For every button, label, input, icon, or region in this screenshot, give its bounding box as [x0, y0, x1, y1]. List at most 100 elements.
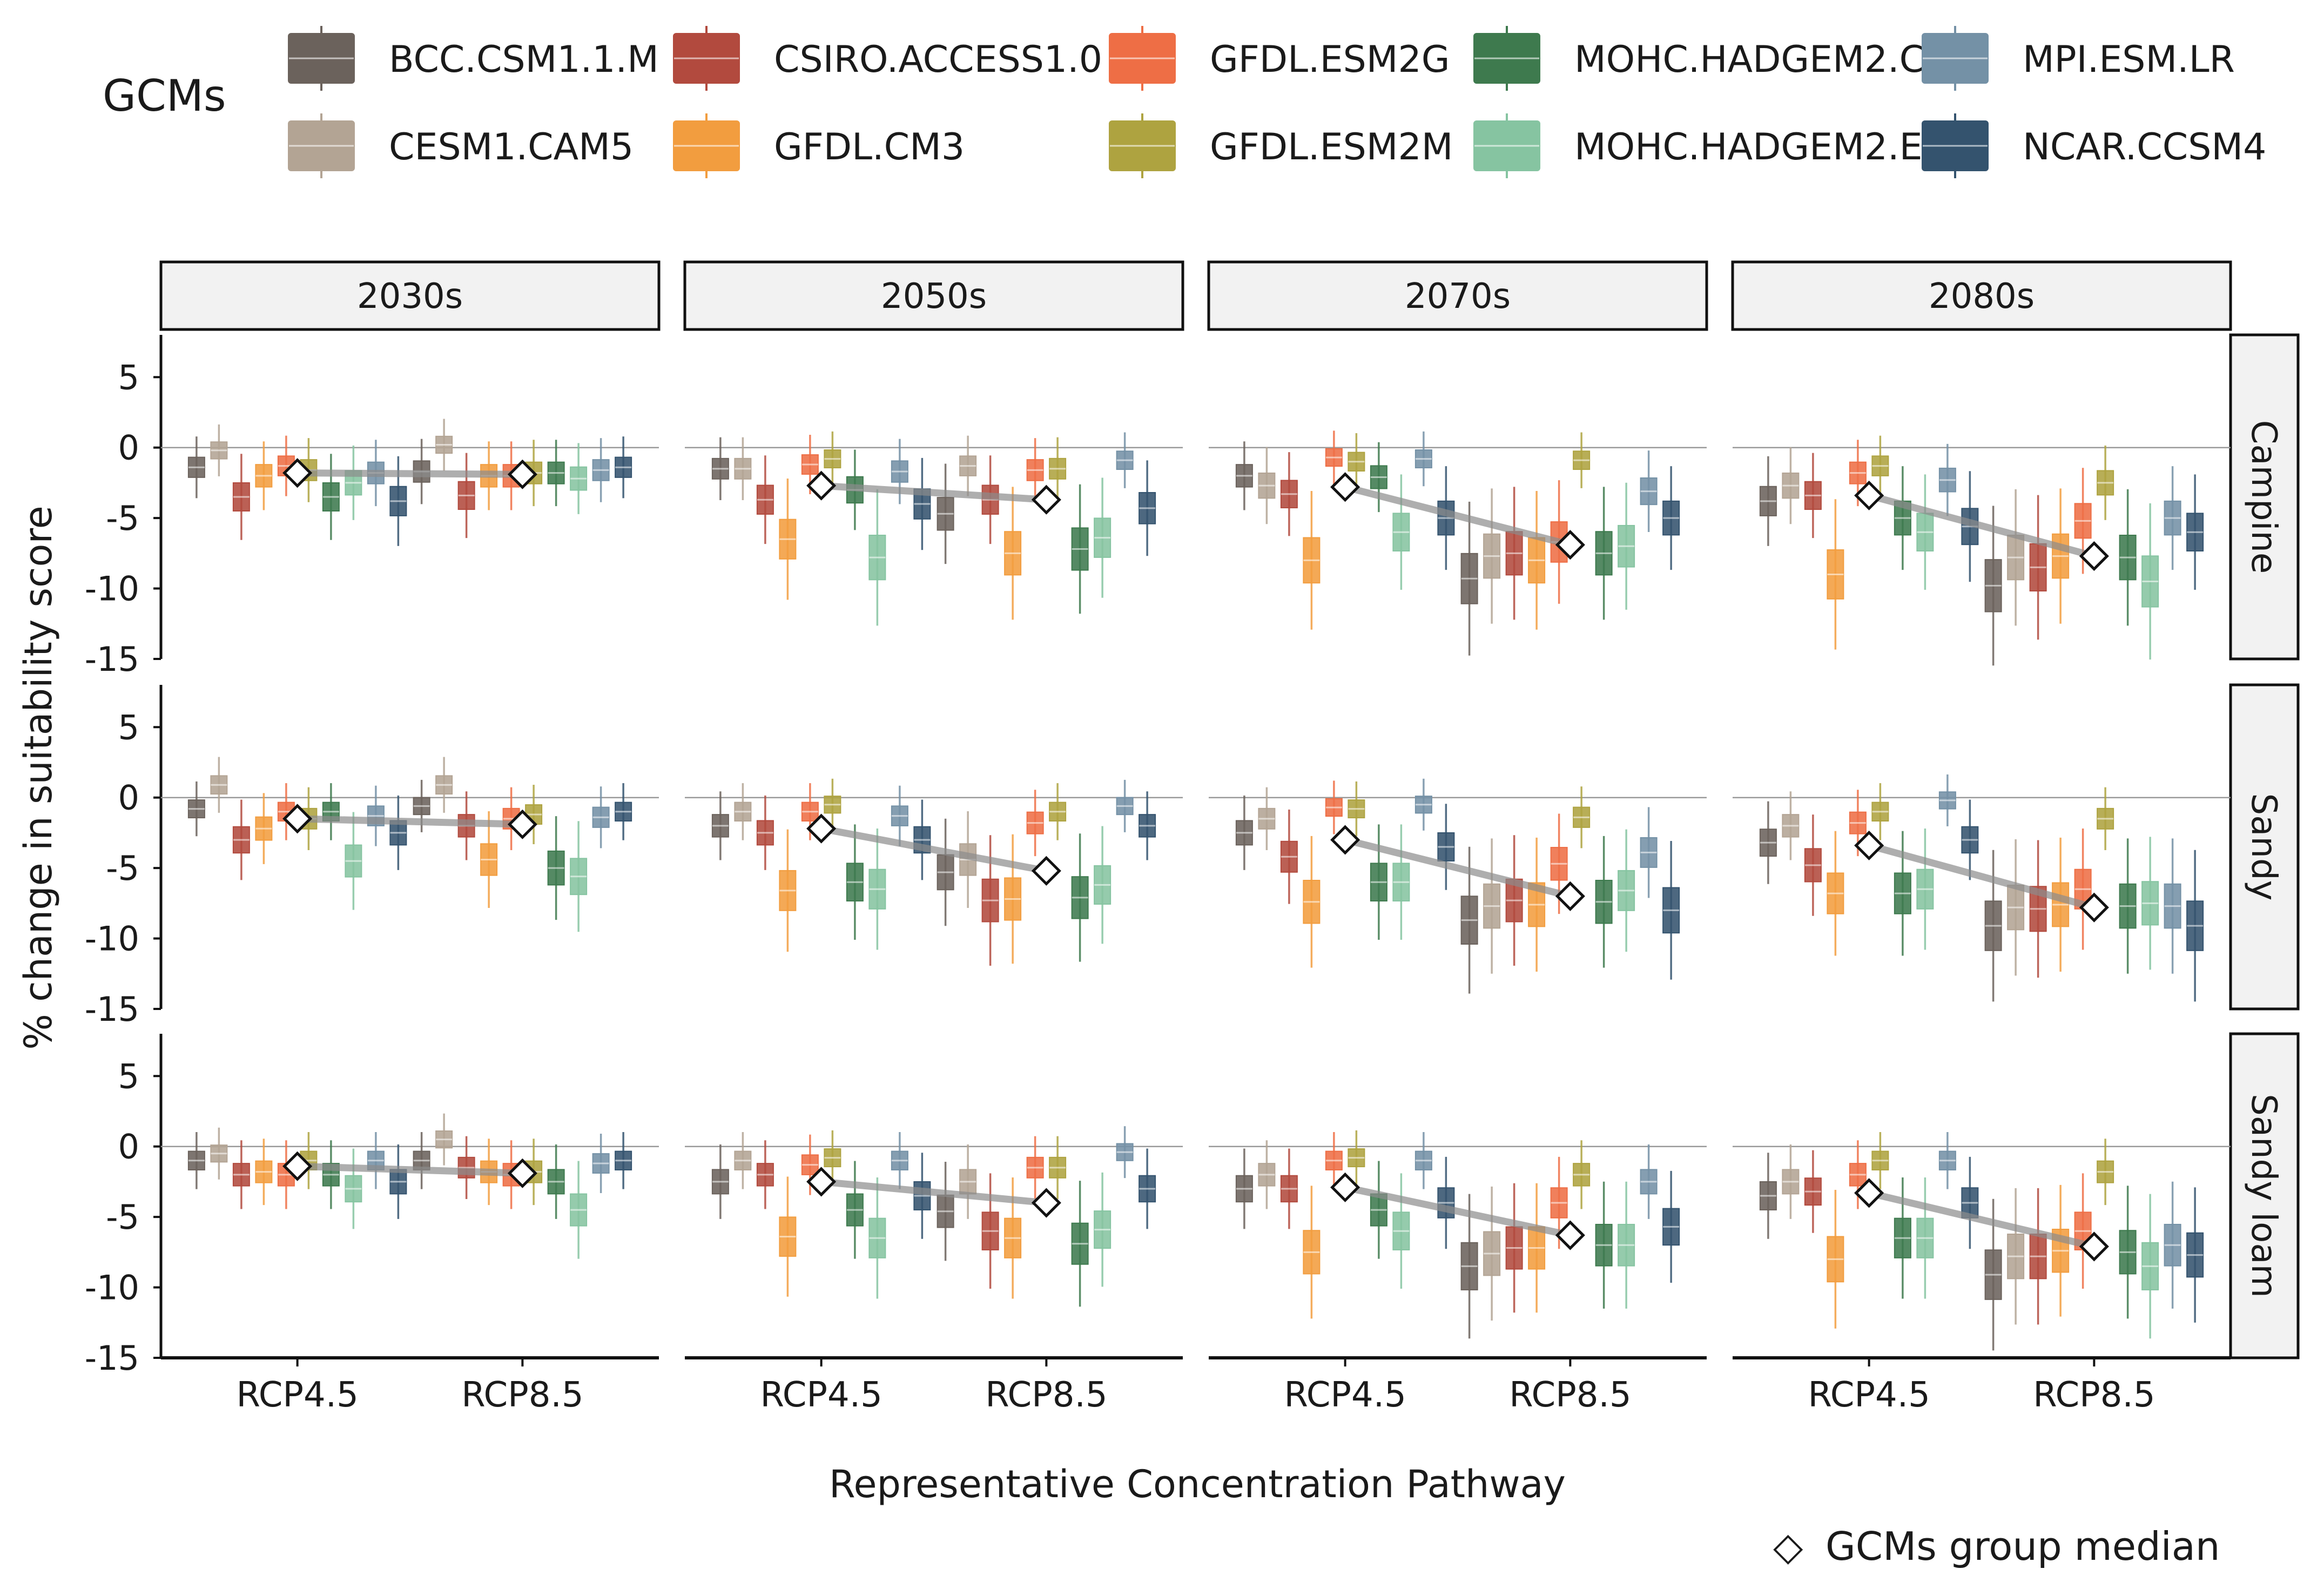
group-median-trend: [1342, 836, 1574, 900]
facet-panel: [161, 419, 659, 546]
legend-item: MPI.ESM.LR: [1922, 26, 2235, 91]
box: [1392, 1173, 1410, 1289]
box: [187, 436, 205, 499]
group-median-trend: [1865, 491, 2098, 560]
legend-item: CESM1.CAM5: [288, 113, 634, 178]
box: [413, 1132, 430, 1189]
box: [345, 812, 362, 910]
x-tick-label: RCP8.5: [985, 1375, 1107, 1415]
x-tick-label: RCP4.5: [760, 1375, 882, 1415]
legend: GCMs BCC.CSM1.1.M CESM1.CAM5 CSIRO.ACCESS1…: [103, 26, 2266, 178]
box: [1505, 487, 1523, 620]
box: [525, 785, 543, 844]
box: [1618, 829, 1635, 952]
x-tick-label: RCP8.5: [461, 1375, 583, 1415]
box: [2141, 503, 2159, 660]
box: [981, 1173, 999, 1289]
box: [1984, 850, 2002, 1002]
x-axis: RCP4.5 RCP8.5: [1733, 1356, 2231, 1415]
box: [1573, 1140, 1591, 1209]
box: [1094, 477, 1112, 598]
box: [846, 824, 864, 940]
box: [1116, 432, 1134, 488]
box: [711, 791, 729, 860]
box: [1258, 1140, 1276, 1209]
box: [1640, 807, 1658, 898]
box: [1894, 466, 1911, 570]
box: [457, 1136, 475, 1200]
box: [2186, 1187, 2204, 1323]
box: [1392, 824, 1410, 940]
box: [547, 1144, 565, 1219]
box: [435, 1113, 453, 1166]
strip-box: [159, 260, 661, 331]
x-axis: RCP4.5 RCP8.5: [1209, 1356, 1707, 1415]
legend-title: GCMs: [103, 71, 226, 121]
box: [1303, 490, 1321, 630]
group-median-trend: [818, 482, 1050, 503]
box: [1094, 826, 1112, 944]
box: [1595, 836, 1613, 968]
legend-item: MOHC.HADGEM2.ES: [1473, 113, 1946, 178]
group-median-marker: [2079, 892, 2109, 923]
box: [1460, 501, 1478, 656]
box: [1460, 1194, 1478, 1339]
box: [1392, 474, 1410, 590]
facet-panel: [1733, 435, 2231, 666]
box: [2119, 1186, 2137, 1319]
box: [1071, 833, 1089, 962]
box: [1325, 1132, 1343, 1189]
box: [1984, 1199, 2002, 1351]
group-median-marker: [282, 458, 313, 488]
box: [1618, 482, 1635, 610]
box: [2029, 495, 2047, 640]
box: [1049, 437, 1067, 501]
box: [1094, 1172, 1112, 1287]
strip-box: [2229, 683, 2300, 1011]
box: [711, 437, 729, 501]
box: [480, 811, 498, 908]
box: [1414, 431, 1432, 487]
legend-item: CSIRO.ACCESS1.0: [673, 26, 1102, 91]
group-median-marker: [507, 809, 537, 839]
box: [868, 1177, 886, 1299]
box: [210, 757, 228, 813]
box: [1662, 466, 1680, 570]
box: [1348, 1130, 1365, 1186]
box: [1483, 488, 1501, 624]
strip-box: [683, 260, 1184, 331]
group-median-marker: [1555, 530, 1585, 560]
group-median-trend: [294, 815, 526, 828]
box: [187, 781, 205, 837]
group-median-trend: [1865, 841, 2098, 911]
box: [981, 835, 999, 966]
box: [1370, 824, 1387, 940]
box: [1505, 835, 1523, 966]
facet-panel: [1733, 774, 2231, 1002]
box: [615, 783, 632, 840]
legend-label: NCAR.CCSM4: [2023, 126, 2266, 169]
group-median-marker: [1555, 1220, 1585, 1250]
box: [1004, 487, 1022, 620]
legend-label: CESM1.CAM5: [389, 126, 634, 169]
box: [1961, 799, 1979, 880]
box: [435, 757, 453, 813]
legend-label: MPI.ESM.LR: [2023, 38, 2235, 81]
box: [756, 795, 774, 870]
group-median-marker: [282, 804, 313, 834]
box: [345, 1148, 362, 1229]
box: [1550, 1156, 1568, 1249]
box: [1759, 456, 1777, 546]
box: [2052, 1184, 2070, 1317]
box: [367, 1132, 385, 1189]
box: [1640, 450, 1658, 533]
box: [2029, 1188, 2047, 1325]
box: [1348, 433, 1365, 490]
y-axis: 5 0 -5 -10 -15: [85, 685, 163, 1029]
box: [1505, 1183, 1523, 1313]
group-median-marker: [1031, 856, 1061, 886]
box: [1004, 834, 1022, 964]
box: [1871, 435, 1889, 496]
facet-panel: [685, 778, 1183, 966]
box: [615, 1132, 632, 1189]
